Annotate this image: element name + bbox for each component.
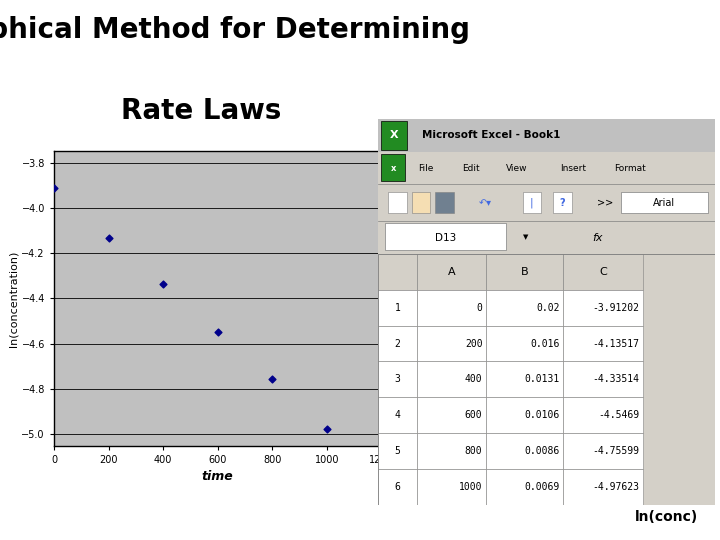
Bar — [563, 290, 642, 326]
Text: B: B — [521, 267, 528, 277]
Text: View: View — [506, 164, 528, 172]
Text: ↶▾: ↶▾ — [479, 198, 492, 208]
Text: 600: 600 — [465, 410, 482, 420]
Bar — [563, 254, 642, 290]
Text: 800: 800 — [465, 446, 482, 456]
Bar — [563, 433, 642, 469]
Bar — [553, 192, 572, 213]
Bar — [486, 326, 563, 361]
Bar — [388, 192, 407, 213]
Text: fx: fx — [592, 233, 602, 242]
Text: 0.0106: 0.0106 — [525, 410, 560, 420]
Text: -4.33514: -4.33514 — [592, 374, 639, 384]
Text: 6: 6 — [395, 482, 400, 492]
Bar — [378, 152, 715, 185]
Text: 400: 400 — [465, 374, 482, 384]
Bar — [436, 192, 454, 213]
Point — [158, 279, 169, 288]
Text: 0.0069: 0.0069 — [525, 482, 560, 492]
Bar — [563, 326, 642, 361]
Text: 3: 3 — [395, 374, 400, 384]
Bar — [378, 185, 715, 221]
Text: A: A — [447, 267, 455, 277]
Text: 200: 200 — [465, 339, 482, 348]
Bar — [621, 192, 708, 213]
Text: 4: 4 — [395, 410, 400, 420]
Text: x: x — [390, 164, 396, 172]
Text: Microsoft Excel - Book1: Microsoft Excel - Book1 — [422, 130, 560, 140]
Point — [266, 375, 278, 383]
Bar — [378, 433, 417, 469]
X-axis label: time: time — [202, 470, 234, 483]
Bar — [378, 361, 417, 397]
Bar — [417, 397, 486, 433]
Text: ln(conc): ln(conc) — [635, 510, 698, 524]
Bar — [486, 290, 563, 326]
Text: 0.02: 0.02 — [536, 303, 560, 313]
Text: Arial: Arial — [653, 198, 675, 208]
Bar — [563, 397, 642, 433]
Text: Edit: Edit — [462, 164, 480, 172]
Text: 5: 5 — [395, 446, 400, 456]
Bar — [486, 469, 563, 505]
Bar — [523, 192, 541, 213]
Text: -4.5469: -4.5469 — [598, 410, 639, 420]
Text: 1000: 1000 — [459, 482, 482, 492]
Text: Rate Laws: Rate Laws — [122, 97, 282, 125]
Bar — [378, 469, 417, 505]
Bar — [378, 326, 417, 361]
Bar — [378, 290, 417, 326]
Bar — [486, 397, 563, 433]
Bar — [417, 290, 486, 326]
Text: 2: 2 — [395, 339, 400, 348]
Text: 1: 1 — [395, 303, 400, 313]
Bar — [378, 119, 715, 152]
Text: -3.91202: -3.91202 — [592, 303, 639, 313]
Bar — [417, 326, 486, 361]
Text: -4.97623: -4.97623 — [592, 482, 639, 492]
Text: File: File — [418, 164, 434, 172]
Point — [48, 184, 60, 192]
Text: Insert: Insert — [560, 164, 586, 172]
Text: ▼: ▼ — [523, 234, 528, 240]
Bar — [412, 192, 431, 213]
Bar — [563, 469, 642, 505]
Bar — [384, 223, 506, 250]
Text: D13: D13 — [435, 233, 456, 242]
Text: -4.13517: -4.13517 — [592, 339, 639, 348]
Text: X: X — [390, 130, 398, 140]
Bar — [378, 221, 715, 254]
Text: ?: ? — [559, 198, 565, 208]
Bar — [417, 254, 486, 290]
Bar — [378, 254, 715, 505]
Text: -4.75599: -4.75599 — [592, 446, 639, 456]
Bar — [382, 121, 407, 150]
Y-axis label: ln(concentration): ln(concentration) — [9, 250, 19, 347]
Bar — [378, 254, 715, 290]
Point — [321, 424, 333, 433]
Text: Format: Format — [614, 164, 646, 172]
Bar — [486, 254, 563, 290]
Bar — [486, 433, 563, 469]
Text: >>: >> — [597, 198, 613, 208]
Text: 0: 0 — [477, 303, 482, 313]
Bar — [417, 433, 486, 469]
Text: 0.016: 0.016 — [531, 339, 560, 348]
Bar — [382, 153, 405, 180]
Text: |: | — [529, 198, 533, 208]
Bar — [417, 361, 486, 397]
Text: 0.0131: 0.0131 — [525, 374, 560, 384]
Text: Graphical Method for Determining: Graphical Method for Determining — [0, 16, 470, 44]
Text: 0.0086: 0.0086 — [525, 446, 560, 456]
Point — [212, 327, 224, 336]
Bar — [417, 469, 486, 505]
Bar — [378, 254, 417, 290]
Point — [103, 234, 114, 242]
Bar — [563, 361, 642, 397]
Bar — [486, 361, 563, 397]
Text: C: C — [599, 267, 607, 277]
Bar — [378, 397, 417, 433]
